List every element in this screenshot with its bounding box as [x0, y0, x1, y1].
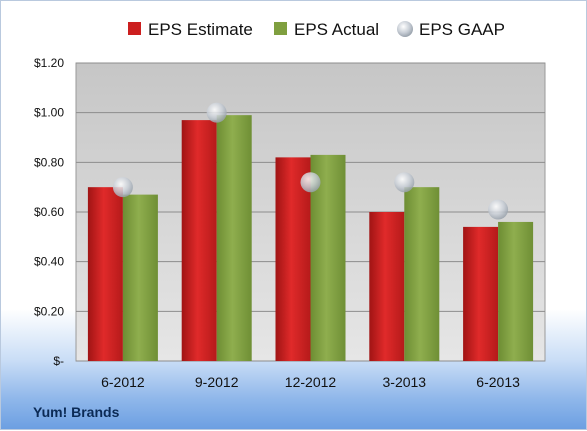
eps-gaap-marker [488, 199, 509, 220]
eps-estimate-bar [369, 212, 405, 361]
gaap-markers [112, 102, 509, 220]
legend: EPS Estimate EPS Actual EPS GAAP [128, 20, 505, 39]
eps-actual-bar [498, 221, 534, 361]
eps-actual-bar [122, 194, 158, 361]
y-tick-label: $0.20 [34, 304, 64, 318]
x-axis-ticks: 6-2012 9-2012 12-2012 3-2013 6-2013 [101, 374, 520, 390]
company-label: Yum! Brands [33, 404, 120, 420]
legend-item: EPS Estimate [128, 20, 253, 39]
eps-gaap-marker [206, 102, 227, 123]
legend-item: EPS GAAP [397, 20, 505, 39]
y-tick-label: $0.60 [34, 205, 64, 219]
legend-item: EPS Actual [274, 20, 379, 39]
x-tick-label: 9-2012 [195, 374, 239, 390]
x-tick-label: 6-2012 [101, 374, 145, 390]
legend-swatch [128, 22, 141, 35]
x-tick-label: 3-2013 [383, 374, 427, 390]
eps-actual-bar [404, 187, 440, 361]
eps-estimate-bar [87, 187, 123, 361]
eps-actual-bar [216, 115, 252, 362]
legend-swatch [397, 21, 413, 37]
y-tick-label: $1.20 [34, 56, 64, 70]
eps-gaap-marker [300, 172, 321, 193]
y-axis-ticks: $- $0.20 $0.40 $0.60 $0.80 $1.00 $1.20 [34, 56, 64, 368]
y-tick-label: $- [53, 354, 64, 368]
y-tick-label: $1.00 [34, 106, 64, 120]
eps-gaap-marker [112, 177, 133, 198]
eps-estimate-bar [275, 157, 311, 361]
y-tick-label: $0.80 [34, 155, 64, 169]
legend-label: EPS Actual [294, 20, 379, 39]
eps-gaap-marker [394, 172, 415, 193]
legend-label: EPS GAAP [419, 20, 505, 39]
x-tick-label: 12-2012 [285, 374, 337, 390]
eps-estimate-bar [181, 120, 217, 361]
eps-estimate-bar [463, 226, 499, 361]
bars [87, 115, 534, 362]
y-tick-label: $0.40 [34, 255, 64, 269]
legend-label: EPS Estimate [148, 20, 253, 39]
legend-swatch [274, 22, 287, 35]
x-tick-label: 6-2013 [476, 374, 520, 390]
